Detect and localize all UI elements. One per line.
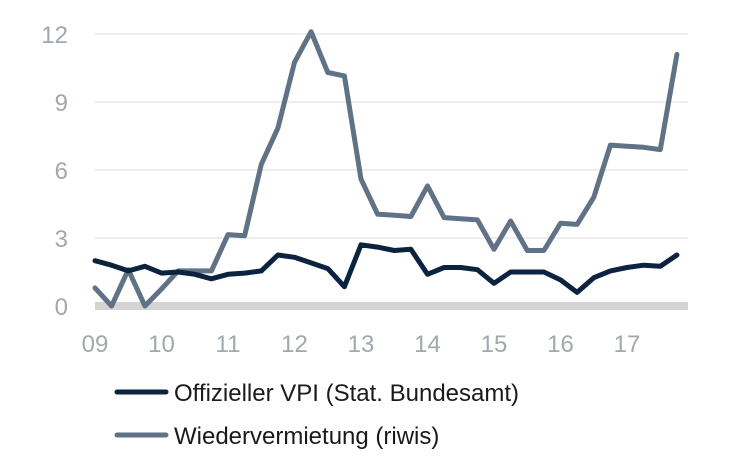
x-tick-label: 13 <box>348 331 375 358</box>
y-tick-label: 0 <box>55 294 68 321</box>
x-tick-label: 09 <box>82 331 109 358</box>
series-lines <box>92 29 680 309</box>
legend-label: Offizieller VPI (Stat. Bundesamt) <box>174 380 519 407</box>
y-tick-label: 6 <box>55 158 68 185</box>
gridlines <box>95 33 688 310</box>
y-axis-ticks: 0 3 6 9 12 <box>41 22 68 321</box>
x-tick-label: 16 <box>547 331 574 358</box>
x-tick-label: 10 <box>148 331 175 358</box>
x-tick-label: 14 <box>414 331 441 358</box>
x-tick-label: 11 <box>216 331 241 358</box>
series-line-riwis <box>92 29 680 309</box>
y-tick-label: 9 <box>55 90 68 117</box>
x-tick-label: 17 <box>614 331 641 358</box>
legend-label: Wiedervermietung (riwis) <box>174 423 439 450</box>
y-tick-label: 3 <box>55 226 68 253</box>
series-line-vpi <box>92 242 680 295</box>
y-tick-label: 12 <box>41 22 68 49</box>
x-tick-label: 15 <box>481 331 508 358</box>
legend: Offizieller VPI (Stat. Bundesamt) Wiederv… <box>114 380 519 450</box>
x-tick-label: 12 <box>281 331 308 358</box>
x-axis-ticks: 09 10 11 12 13 14 15 16 17 <box>82 331 641 358</box>
zero-baseline <box>95 302 688 310</box>
